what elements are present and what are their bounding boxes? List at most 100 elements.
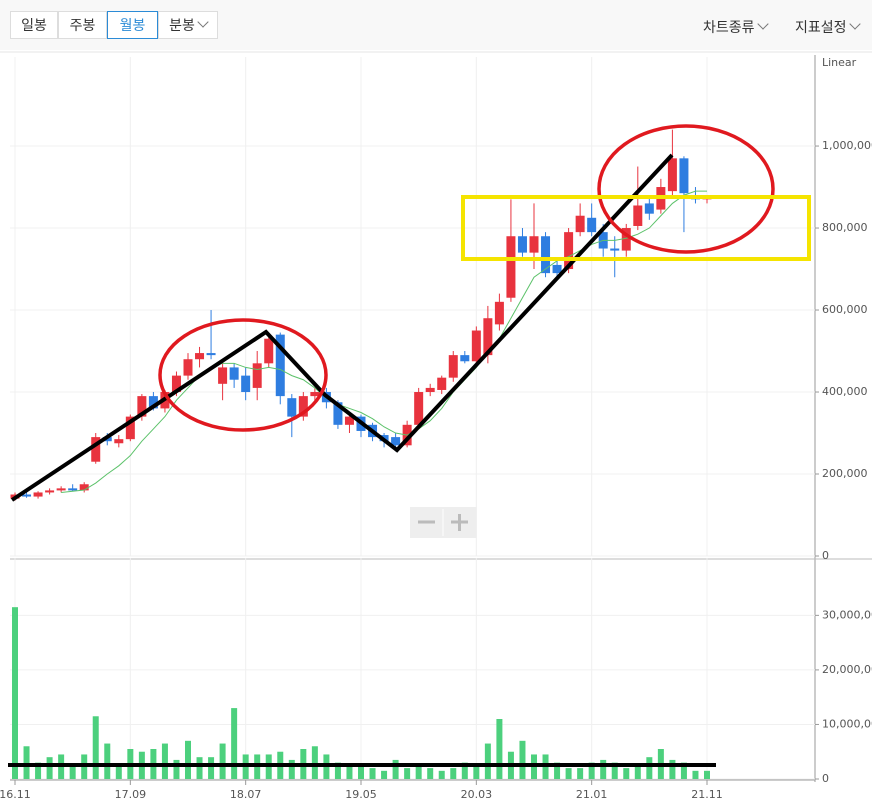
candle-body bbox=[229, 367, 239, 380]
volume-bar bbox=[115, 765, 122, 779]
candle-body bbox=[33, 492, 43, 497]
volume-bar bbox=[288, 759, 295, 779]
candle-body bbox=[183, 359, 193, 376]
x-tick-label: 21.11 bbox=[691, 788, 723, 801]
label: 일봉 bbox=[21, 18, 47, 34]
candle-body bbox=[587, 217, 597, 233]
candle-body bbox=[483, 318, 493, 356]
volume-bar bbox=[92, 716, 99, 779]
candle-body bbox=[644, 203, 654, 214]
volume-bar bbox=[450, 768, 457, 779]
highlight-box bbox=[461, 195, 811, 261]
volume-bar bbox=[692, 770, 699, 779]
volume-bar bbox=[554, 762, 561, 779]
volume-bar bbox=[611, 762, 618, 779]
volume-bar bbox=[46, 757, 53, 779]
candle-body bbox=[241, 375, 251, 393]
x-tick-label: 20.03 bbox=[461, 788, 493, 801]
candle-body bbox=[621, 228, 631, 251]
candle-body bbox=[667, 158, 677, 192]
volume-bar bbox=[588, 762, 595, 779]
moving-average bbox=[61, 190, 707, 493]
volume-bar bbox=[219, 743, 226, 779]
candle-body bbox=[679, 158, 689, 194]
volume-bar bbox=[461, 762, 468, 779]
candle-body bbox=[79, 484, 89, 491]
candle-body bbox=[68, 488, 78, 491]
menu[interactable]: 차트종류 bbox=[703, 17, 769, 37]
volume-bar bbox=[415, 765, 422, 779]
candle-body bbox=[460, 355, 470, 362]
volume-bar bbox=[404, 768, 411, 779]
volume-bar bbox=[311, 746, 318, 779]
candle-body bbox=[171, 375, 181, 393]
candle-body bbox=[264, 338, 274, 364]
candle-body bbox=[252, 363, 262, 388]
candle-body bbox=[437, 377, 447, 390]
volume-bar bbox=[208, 757, 215, 779]
candle-body bbox=[287, 398, 297, 417]
volume-bar bbox=[161, 743, 168, 779]
candle-body bbox=[125, 416, 135, 440]
volume-bar bbox=[427, 768, 434, 779]
volume-bar bbox=[173, 759, 180, 779]
candle-body bbox=[506, 236, 516, 298]
trend-line bbox=[10, 153, 674, 502]
y-tick-label: 1,000,000 bbox=[822, 139, 872, 152]
volume-bar bbox=[704, 770, 710, 779]
y-tick-label: 10,000,000 bbox=[822, 717, 872, 730]
highlight-circle bbox=[158, 318, 328, 432]
volume-bar bbox=[23, 746, 30, 779]
volume-bar bbox=[496, 719, 503, 779]
volume-bar bbox=[392, 759, 399, 779]
y-tick-label: 600,000 bbox=[822, 303, 868, 316]
period-button[interactable]: 분봉 bbox=[158, 11, 218, 39]
volume-bar bbox=[381, 770, 388, 779]
period-button[interactable]: 주봉 bbox=[58, 11, 107, 39]
volume-bar bbox=[623, 768, 630, 779]
candle-body bbox=[425, 387, 435, 393]
volume-bar bbox=[473, 765, 480, 779]
volume-bar bbox=[577, 768, 584, 779]
candle-body bbox=[517, 236, 527, 253]
zoom-controls[interactable] bbox=[410, 507, 477, 538]
volume-bar bbox=[634, 765, 641, 779]
volume-bar bbox=[669, 759, 676, 779]
candle-body bbox=[564, 232, 574, 270]
volume-bar bbox=[680, 762, 687, 779]
candle-body bbox=[206, 353, 216, 356]
x-tick-label: 21.01 bbox=[576, 788, 608, 801]
y-tick-label: 800,000 bbox=[822, 221, 868, 234]
volume-bar bbox=[358, 765, 364, 779]
label: 월봉 bbox=[119, 18, 146, 34]
volume-bar bbox=[646, 757, 653, 779]
candle-body bbox=[541, 236, 551, 274]
menu[interactable]: 지표설정 bbox=[795, 17, 861, 37]
annotations bbox=[8, 124, 811, 767]
label: 지표설정 bbox=[795, 20, 847, 36]
candle-body bbox=[218, 367, 228, 384]
period-button[interactable]: 일봉 bbox=[10, 11, 58, 39]
x-tick-label: 17.09 bbox=[115, 788, 147, 801]
scale-label: Linear bbox=[822, 56, 857, 69]
candle-body bbox=[552, 264, 562, 274]
volume-bar bbox=[12, 607, 18, 779]
x-tick-label: 19.05 bbox=[345, 788, 377, 801]
candle-body bbox=[137, 396, 147, 417]
label: 차트종류 bbox=[703, 20, 755, 36]
y-tick-label: 30,000,000 bbox=[822, 608, 872, 621]
volume-bar bbox=[196, 757, 203, 779]
label: 분봉 bbox=[169, 18, 195, 34]
period-button[interactable]: 월봉 bbox=[107, 11, 158, 39]
candle-body bbox=[494, 301, 504, 325]
volume-bar bbox=[35, 762, 42, 779]
candle-body bbox=[275, 334, 285, 397]
candle-body bbox=[148, 396, 158, 409]
candle-body bbox=[633, 205, 643, 226]
volume-bar bbox=[334, 762, 341, 779]
candle-body bbox=[195, 353, 205, 360]
toolbar: 일봉 주봉 월봉 분봉 차트종류 지표설정 bbox=[0, 0, 872, 50]
candle-body bbox=[344, 416, 354, 425]
candle-body bbox=[310, 392, 320, 397]
candle-body bbox=[114, 439, 124, 444]
